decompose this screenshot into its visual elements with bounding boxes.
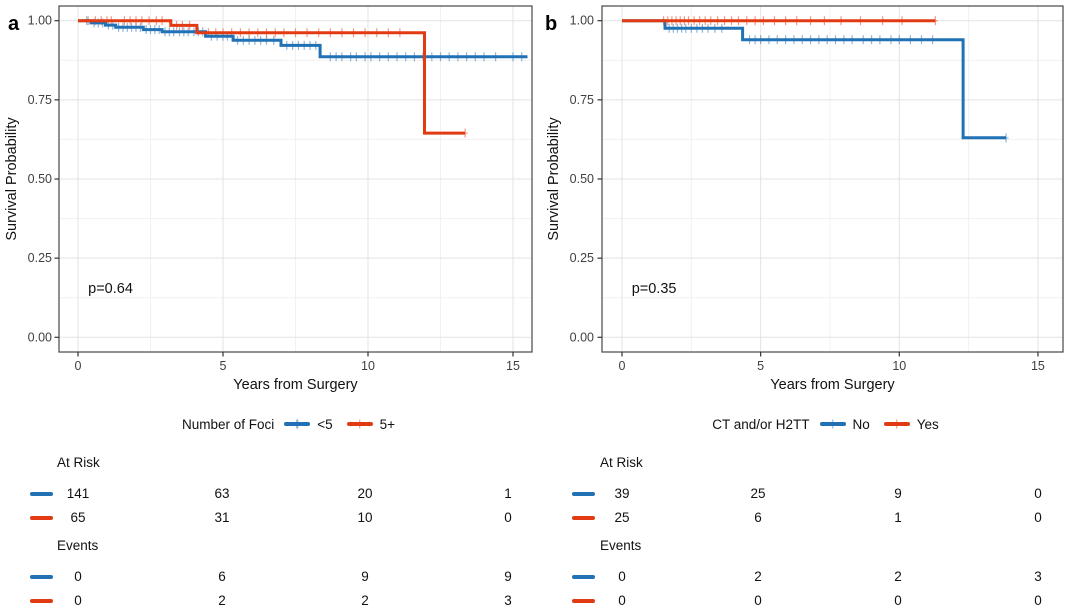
events-value-a-t0: 0	[74, 593, 82, 608]
legend-label-yes: Yes	[916, 416, 939, 432]
y-tick-label: 0.75	[28, 93, 52, 107]
x-tick-label: 15	[1031, 359, 1045, 373]
x-tick-label: 5	[220, 359, 227, 373]
y-tick-label: 0.25	[28, 251, 52, 265]
events-value-b-t15: 3	[1034, 569, 1042, 584]
legend-swatch-lt5	[284, 419, 311, 429]
x-tick-label: 0	[619, 359, 626, 373]
km-panel-a: 0 5 10 15 0.00 0.25 0.50 0.75 1.00 Years from Sur…	[4, 5, 533, 393]
legend-title: CT and/or H2TT	[712, 416, 810, 432]
x-tick-label: 10	[892, 359, 906, 373]
p-value: p=0.64	[88, 281, 133, 297]
at-risk-value-a-t15: 1	[504, 486, 512, 501]
events-value-a-t15: 3	[504, 593, 512, 608]
y-axis-title: Survival Probability	[546, 117, 562, 241]
p-value: p=0.35	[632, 281, 677, 297]
at-risk-value-a-t15: 0	[504, 510, 512, 525]
at-risk-value-b-t10: 1	[894, 510, 902, 525]
legend-label-5plus: 5+	[379, 416, 396, 432]
panel-label: b	[545, 13, 557, 35]
x-tick-label: 0	[75, 359, 82, 373]
events-value-a-t15: 9	[504, 569, 512, 584]
risk-row-swatch-b	[572, 575, 595, 579]
at-risk-value-a-t5: 31	[214, 510, 230, 525]
events-value-a-t10: 9	[361, 569, 369, 584]
risk-row-swatch-b	[572, 599, 595, 603]
at-risk-value-b-t5: 25	[750, 486, 766, 501]
x-tick-label: 15	[506, 359, 520, 373]
x-axis-title: Years from Surgery	[770, 377, 895, 393]
y-tick-label: 0.50	[570, 172, 594, 186]
legend-ct-h2tt: CT and/or H2TT No Yes	[602, 413, 1063, 435]
at-risk-value-b-t5: 6	[754, 510, 762, 525]
km-plots-canvas: 0 5 10 15 0.00 0.25 0.50 0.75 1.00 Years from Sur…	[4, 5, 1064, 393]
legend-label-no: No	[852, 416, 870, 432]
at-risk-header-a: At Risk	[57, 455, 100, 470]
x-tick-label: 5	[757, 359, 764, 373]
km-panel-b: 0 5 10 15 0.00 0.25 0.50 0.75 1.00 Years from Sur…	[545, 5, 1064, 393]
events-value-b-t5: 0	[754, 593, 762, 608]
events-value-b-t0: 0	[618, 593, 626, 608]
censor-tick-glyph	[296, 419, 298, 429]
at-risk-value-a-t10: 10	[357, 510, 373, 525]
y-tick-label: 1.00	[570, 14, 594, 28]
events-value-b-t10: 2	[894, 569, 902, 584]
events-header-b: Events	[600, 538, 642, 553]
survival-curve-<5	[78, 19, 528, 59]
events-value-b-t15: 0	[1034, 593, 1042, 608]
at-risk-value-a-t5: 63	[214, 486, 230, 501]
at-risk-value-b-t0: 39	[614, 486, 630, 501]
at-risk-value-a-t10: 20	[357, 486, 373, 501]
x-tick-label: 10	[361, 359, 375, 373]
at-risk-value-b-t15: 0	[1034, 510, 1042, 525]
legend-swatch-yes	[883, 419, 910, 429]
risk-row-swatch-a	[30, 599, 53, 603]
censor-tick-glyph	[831, 419, 834, 429]
y-tick-label: 0.75	[570, 93, 594, 107]
legend-swatch-5plus	[346, 419, 373, 429]
y-tick-label: 0.50	[28, 172, 52, 186]
at-risk-value-b-t15: 0	[1034, 486, 1042, 501]
events-value-b-t0: 0	[618, 569, 626, 584]
legend-swatch-no	[819, 419, 846, 429]
events-value-a-t0: 0	[74, 569, 82, 584]
risk-row-swatch-a	[30, 575, 53, 579]
censor-tick-glyph	[358, 419, 361, 429]
at-risk-header-b: At Risk	[600, 455, 643, 470]
events-value-a-t5: 2	[218, 593, 226, 608]
risk-row-swatch-a	[30, 516, 53, 520]
events-value-a-t10: 2	[361, 593, 369, 608]
events-header-a: Events	[57, 538, 99, 553]
at-risk-value-a-t0: 141	[66, 486, 90, 501]
y-axis-title: Survival Probability	[4, 117, 20, 241]
legend-title: Number of Foci	[181, 416, 275, 432]
events-value-b-t5: 2	[754, 569, 762, 584]
panel-label: a	[8, 13, 20, 35]
risk-row-swatch-a	[30, 492, 53, 496]
censor-tick-glyph	[896, 419, 898, 429]
events-value-b-t10: 0	[894, 593, 902, 608]
y-tick-label: 1.00	[28, 14, 52, 28]
legend-label-lt5: <5	[317, 416, 333, 432]
risk-row-swatch-b	[572, 492, 595, 496]
risk-row-swatch-b	[572, 516, 595, 520]
y-tick-label: 0.00	[28, 330, 52, 344]
legend-number-of-foci: Number of Foci <5 5+	[59, 413, 532, 435]
y-tick-label: 0.25	[570, 251, 594, 265]
survival-curve-5+	[78, 19, 466, 135]
events-value-a-t5: 6	[218, 569, 226, 584]
at-risk-value-b-t10: 9	[894, 486, 902, 501]
at-risk-value-b-t0: 25	[614, 510, 630, 525]
y-tick-label: 0.00	[570, 330, 594, 344]
at-risk-value-a-t0: 65	[70, 510, 86, 525]
x-axis-title: Years from Surgery	[233, 377, 358, 393]
